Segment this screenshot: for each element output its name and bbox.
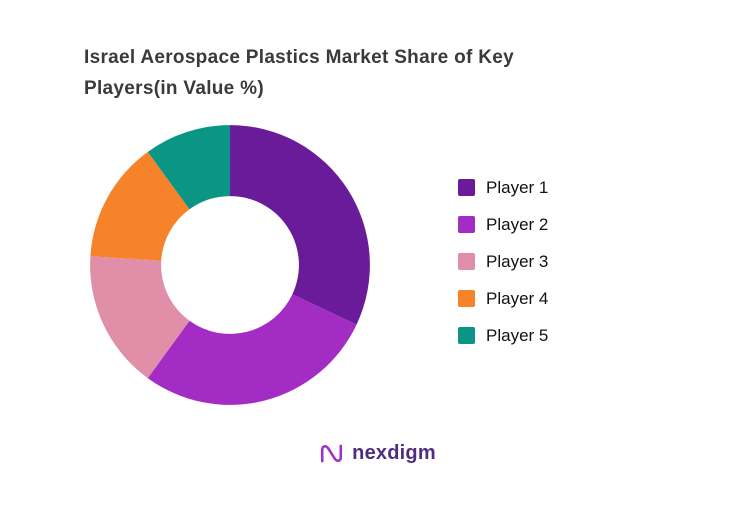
donut-slice-player-5 bbox=[147, 125, 230, 210]
donut-chart bbox=[90, 125, 370, 405]
legend-item: Player 2 bbox=[458, 213, 548, 236]
legend-item: Player 3 bbox=[458, 250, 548, 273]
donut-slice-player-2 bbox=[147, 294, 357, 405]
legend-swatch bbox=[458, 253, 475, 270]
legend-item: Player 1 bbox=[458, 176, 548, 199]
legend-item: Player 4 bbox=[458, 287, 548, 310]
legend-swatch bbox=[458, 290, 475, 307]
legend-swatch bbox=[458, 327, 475, 344]
nexdigm-wordmark: nexdigm bbox=[352, 442, 436, 464]
legend-swatch bbox=[458, 216, 475, 233]
chart-legend: Player 1 Player 2 Player 3 Player 4 Player 5 bbox=[458, 176, 548, 347]
nexdigm-logo: nexdigm bbox=[0, 440, 754, 467]
legend-label: Player 4 bbox=[486, 288, 549, 308]
nexdigm-wave-icon bbox=[321, 444, 343, 463]
legend-label: Player 5 bbox=[486, 325, 549, 345]
legend-label: Player 2 bbox=[486, 214, 549, 234]
legend-swatch bbox=[458, 179, 475, 196]
legend-label: Player 1 bbox=[486, 177, 549, 197]
donut-chart-container bbox=[86, 121, 374, 409]
donut-slice-player-1 bbox=[230, 125, 370, 325]
chart-title: Israel Aerospace Plastics Market Share o… bbox=[84, 47, 514, 99]
donut-slice-player-3 bbox=[90, 256, 190, 379]
legend-item: Player 5 bbox=[458, 324, 548, 347]
legend-label: Player 3 bbox=[486, 251, 549, 271]
donut-slice-player-4 bbox=[90, 151, 190, 261]
